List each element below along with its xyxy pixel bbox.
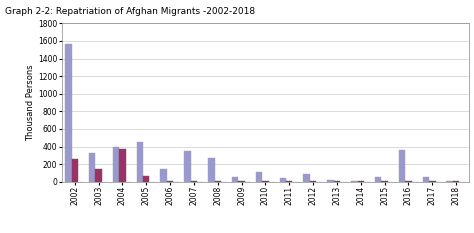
- Bar: [95, 169, 102, 182]
- Bar: [405, 181, 412, 182]
- Bar: [429, 181, 436, 182]
- Bar: [399, 150, 405, 182]
- Bar: [232, 177, 238, 182]
- Bar: [423, 177, 429, 182]
- Bar: [286, 181, 292, 182]
- Bar: [256, 172, 262, 182]
- Bar: [328, 180, 334, 182]
- Bar: [375, 177, 382, 182]
- Bar: [184, 151, 191, 182]
- Bar: [113, 147, 119, 182]
- Text: Graph 2-2: Repatriation of Afghan Migrants -2002-2018: Graph 2-2: Repatriation of Afghan Migran…: [5, 7, 255, 16]
- Bar: [208, 158, 215, 182]
- Bar: [137, 142, 143, 182]
- Bar: [310, 181, 316, 182]
- Bar: [119, 149, 126, 182]
- Bar: [215, 181, 221, 182]
- Bar: [280, 178, 286, 182]
- Bar: [303, 174, 310, 182]
- Bar: [143, 176, 149, 182]
- Bar: [65, 44, 72, 182]
- Y-axis label: Thousand Persons: Thousand Persons: [26, 64, 35, 141]
- Bar: [89, 153, 95, 182]
- Bar: [72, 159, 78, 182]
- Bar: [447, 181, 453, 182]
- Bar: [167, 181, 173, 182]
- Bar: [357, 181, 364, 182]
- Bar: [191, 181, 197, 182]
- Bar: [382, 181, 388, 182]
- Bar: [351, 181, 357, 182]
- Bar: [160, 169, 167, 182]
